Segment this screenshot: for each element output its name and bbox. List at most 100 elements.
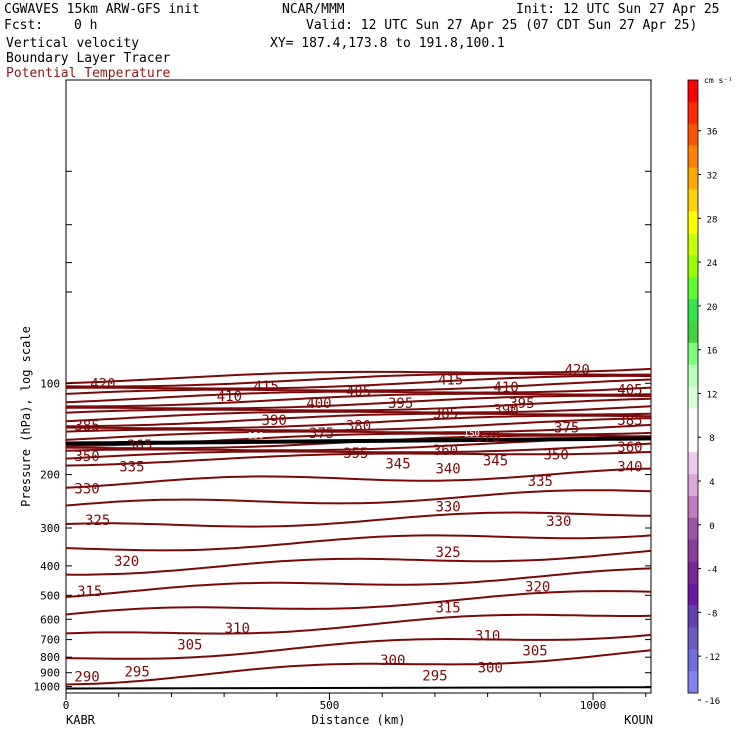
contour-label: 355 xyxy=(343,446,368,462)
colorbar-level-label: -8 xyxy=(707,609,718,619)
theta-contour-365 xyxy=(65,423,652,441)
surface-line xyxy=(65,686,652,690)
contour-label: 350 xyxy=(74,449,99,465)
contour-label: 365 xyxy=(127,438,152,454)
contour-label: 300 xyxy=(380,653,405,669)
x-tick-label: 1000 xyxy=(580,699,607,712)
theta-contour-405 xyxy=(65,386,652,404)
colorbar-swatch xyxy=(688,386,698,409)
colorbar-swatch xyxy=(688,539,698,562)
colorbar-swatch xyxy=(688,452,698,475)
contour-label: 295 xyxy=(422,669,447,685)
theta-contour-385 xyxy=(65,405,652,423)
colorbar-swatch xyxy=(688,430,698,453)
colorbar-swatch xyxy=(688,408,698,431)
contour-label: 335 xyxy=(528,474,553,490)
contour-label: 345 xyxy=(385,457,410,473)
colorbar-level-label: 4 xyxy=(709,478,714,488)
theta-contour-425 xyxy=(65,367,652,385)
x-axis-label: Distance (km) xyxy=(312,713,406,727)
contour-label: 330 xyxy=(435,500,460,516)
colorbar-level-label: 24 xyxy=(707,259,718,269)
y-tick-label: 800 xyxy=(40,651,60,664)
tropopause-line xyxy=(65,436,652,446)
colorbar-swatch xyxy=(688,474,698,497)
colorbar-swatch xyxy=(688,517,698,541)
contour-label: 335 xyxy=(119,459,144,475)
field-potential-temperature: Potential Temperature xyxy=(6,66,171,81)
contour-label: 385 xyxy=(433,407,458,423)
x-tick-label: 0 xyxy=(63,699,70,712)
colorbar-swatch xyxy=(688,605,698,628)
contour-label: 405 xyxy=(346,384,371,400)
field-vertical-velocity: Vertical velocity xyxy=(6,36,140,51)
colorbar-frame xyxy=(687,79,699,694)
colorbar-swatch xyxy=(688,101,698,125)
contour-label: 410 xyxy=(493,380,518,396)
contour-label: 305 xyxy=(177,638,202,654)
theta-contour-415 xyxy=(65,374,651,390)
theta-contour-300 xyxy=(65,613,652,635)
left-station-label: KABR xyxy=(66,713,96,727)
colorbar-level-label: 36 xyxy=(707,128,718,138)
contour-label: 380 xyxy=(346,419,371,435)
theta-contour-295 xyxy=(65,633,652,660)
theta-contours xyxy=(65,367,652,690)
contour-label: 340 xyxy=(435,462,460,478)
valid-time: Valid: 12 UTC Sun 27 Apr 25 (07 CDT Sun … xyxy=(306,18,698,33)
colorbar-swatch xyxy=(688,364,698,387)
field-boundary-layer-tracer: Boundary Layer Tracer xyxy=(6,51,171,66)
contour-label: 420 xyxy=(90,376,115,392)
theta-contour-370 xyxy=(65,417,652,433)
colorbar-swatch xyxy=(688,123,698,146)
contour-label: 390 xyxy=(262,413,287,429)
contour-label: 325 xyxy=(435,545,460,561)
contour-label: 320 xyxy=(114,554,139,570)
contour-label: 420 xyxy=(565,362,590,378)
colorbar-swatch xyxy=(688,649,698,672)
init-time: Init: 12 UTC Sun 27 Apr 25 xyxy=(516,2,720,17)
contour-label: 415 xyxy=(254,379,279,395)
theta-contour-390 xyxy=(65,397,652,414)
colorbar-level-label: -16 xyxy=(704,697,720,707)
colorbar-swatch xyxy=(688,627,698,650)
theta-contour-330 xyxy=(65,489,652,507)
contour-label: 310 xyxy=(475,628,500,644)
contour-label: 390 xyxy=(493,402,518,418)
colorbar-level-label: -12 xyxy=(704,653,720,663)
theta-contour-400 xyxy=(66,392,652,408)
y-tick-label: 700 xyxy=(40,634,60,647)
theta-contour-410 xyxy=(65,378,652,395)
colorbar-level-label: 16 xyxy=(707,347,718,357)
colorbar-unit: cm s⁻¹ xyxy=(704,76,733,85)
colorbar-swatch xyxy=(688,189,698,212)
contour-label: 300 xyxy=(478,660,503,676)
y-tick-label: 200 xyxy=(40,469,60,482)
contour-label: 340 xyxy=(617,459,642,475)
theta-contour-340 xyxy=(65,451,652,467)
contour-label: 350 xyxy=(543,448,568,464)
contour-label: 375 xyxy=(309,426,334,442)
contour-label: 375 xyxy=(554,421,579,437)
colorbar-swatch xyxy=(688,167,698,190)
contour-label: 315 xyxy=(77,584,102,600)
contour-label: 415 xyxy=(438,372,463,388)
theta-contour-380 xyxy=(66,412,652,428)
contour-label: 315 xyxy=(435,600,460,616)
contour-label: 410 xyxy=(217,389,242,405)
contour-label: 325 xyxy=(85,513,110,529)
colorbar-swatch xyxy=(688,583,698,606)
contour-label: 395 xyxy=(388,396,413,412)
theta-contour-290 xyxy=(65,649,652,686)
colorbar-level-label: 32 xyxy=(707,172,718,182)
colorbar-level-label: 0 xyxy=(709,522,714,532)
contour-label: 360 xyxy=(617,440,642,456)
colorbar-swatch xyxy=(688,277,698,300)
colorbar-level-label: 8 xyxy=(709,434,714,444)
forecast-label: Fcst: xyxy=(4,18,44,33)
y-tick-label: 1000 xyxy=(34,681,61,694)
theta-contour-395 xyxy=(66,394,652,410)
colorbar-swatch xyxy=(688,145,698,168)
y-tick-label: 400 xyxy=(40,560,60,573)
